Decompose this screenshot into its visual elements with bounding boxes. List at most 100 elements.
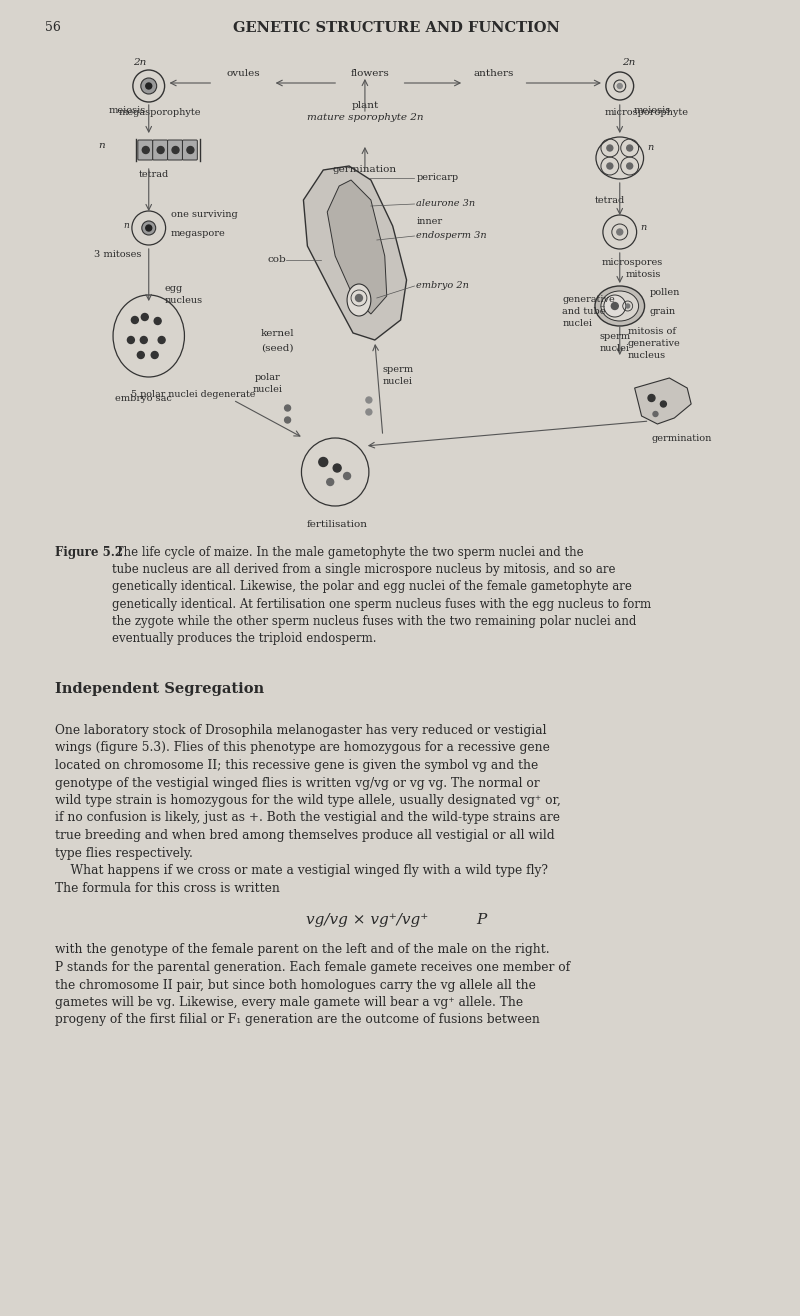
Text: generative: generative [628,340,681,347]
Text: megasporophyte: megasporophyte [119,108,202,117]
Text: plant: plant [351,101,378,111]
Circle shape [141,78,157,93]
Circle shape [146,83,152,89]
Text: polar: polar [255,372,281,382]
Text: nuclei: nuclei [253,386,282,393]
Polygon shape [634,378,691,424]
Text: 2n: 2n [622,58,635,67]
Text: meiosis: meiosis [634,107,671,114]
Text: tetrad: tetrad [138,170,169,179]
Text: One laboratory stock of Drosophila melanogaster has very reduced or vestigial
wi: One laboratory stock of Drosophila melan… [54,724,561,859]
Text: n: n [123,221,129,230]
Polygon shape [327,180,386,315]
Circle shape [648,395,655,401]
Circle shape [154,317,161,325]
Text: mature sporophyte 2n: mature sporophyte 2n [306,113,423,122]
Circle shape [172,146,179,154]
Text: aleurone 3n: aleurone 3n [417,200,476,208]
Text: nuclei: nuclei [562,320,592,329]
Text: germination: germination [651,434,711,443]
Text: nucleus: nucleus [165,296,202,305]
Circle shape [131,317,138,324]
Text: tetrad: tetrad [594,196,625,205]
Circle shape [142,313,148,321]
Text: megaspore: megaspore [170,229,226,238]
Text: inner: inner [417,217,442,226]
Circle shape [285,417,290,422]
FancyBboxPatch shape [167,139,182,161]
Circle shape [140,337,147,343]
Text: Figure 5.2: Figure 5.2 [54,546,122,559]
Text: kernel: kernel [261,329,294,338]
Text: egg: egg [165,284,183,293]
Text: grain: grain [650,307,676,316]
Text: vg/vg × vg⁺/vg⁺          P: vg/vg × vg⁺/vg⁺ P [306,913,487,926]
Text: GENETIC STRUCTURE AND FUNCTION: GENETIC STRUCTURE AND FUNCTION [234,21,560,36]
Text: one surviving: one surviving [170,211,238,218]
Circle shape [333,465,341,472]
Circle shape [626,163,633,168]
Text: pollen: pollen [650,288,680,297]
Text: fertilisation: fertilisation [306,520,368,529]
FancyBboxPatch shape [182,139,198,161]
Circle shape [343,472,350,479]
Polygon shape [303,166,406,340]
Text: sperm: sperm [599,332,630,341]
Text: The life cycle of maize. In the male gametophyte the two sperm nuclei and the
tu: The life cycle of maize. In the male gam… [112,546,651,645]
Text: endosperm 3n: endosperm 3n [417,232,487,241]
Text: nuclei: nuclei [600,343,630,353]
Circle shape [653,412,658,416]
Circle shape [157,146,164,154]
Circle shape [142,146,150,154]
Circle shape [142,221,156,236]
Circle shape [138,351,144,358]
Text: What happens if we cross or mate a vestigial winged fly with a wild type fly?
Th: What happens if we cross or mate a vesti… [54,865,547,895]
Ellipse shape [347,284,371,316]
Circle shape [618,83,622,88]
Ellipse shape [595,286,645,326]
Circle shape [611,303,618,309]
Circle shape [607,163,613,168]
Circle shape [661,401,666,407]
Text: flowers: flowers [350,68,390,78]
FancyBboxPatch shape [153,139,167,161]
Circle shape [158,337,165,343]
Circle shape [127,337,134,343]
Text: germination: germination [333,164,397,174]
Circle shape [626,145,633,151]
Circle shape [607,145,613,151]
Text: sperm: sperm [382,365,414,374]
Text: embryo 2n: embryo 2n [417,282,470,291]
Circle shape [187,146,194,154]
Text: embryo sac: embryo sac [115,393,172,403]
Text: anthers: anthers [474,68,514,78]
Text: generative: generative [562,296,615,304]
Text: microspores: microspores [602,258,663,267]
Circle shape [366,409,372,415]
Text: 3 mitoses: 3 mitoses [94,250,142,259]
Text: (seed): (seed) [261,343,294,353]
Circle shape [366,397,372,403]
Text: and tube: and tube [562,308,606,317]
Text: microsporophyte: microsporophyte [605,108,689,117]
Circle shape [319,458,328,466]
Text: with the genotype of the female parent on the left and of the male on the right.: with the genotype of the female parent o… [54,944,570,1026]
Text: cob: cob [268,255,286,265]
Circle shape [355,295,362,301]
Text: n: n [641,224,647,233]
Text: 56: 56 [45,21,61,34]
Text: ovules: ovules [226,68,260,78]
Text: pericarp: pericarp [417,174,458,183]
Text: meiosis: meiosis [109,107,146,114]
Text: n: n [647,143,654,153]
Circle shape [151,351,158,358]
Circle shape [146,225,152,232]
Text: 2n: 2n [134,58,146,67]
Text: Independent Segregation: Independent Segregation [54,682,264,696]
Text: mitosis: mitosis [626,270,661,279]
Ellipse shape [601,291,638,321]
Circle shape [326,479,334,486]
Text: 5 polar nuclei degenerate: 5 polar nuclei degenerate [131,390,255,399]
Text: mitosis of: mitosis of [628,326,676,336]
Circle shape [626,304,630,308]
